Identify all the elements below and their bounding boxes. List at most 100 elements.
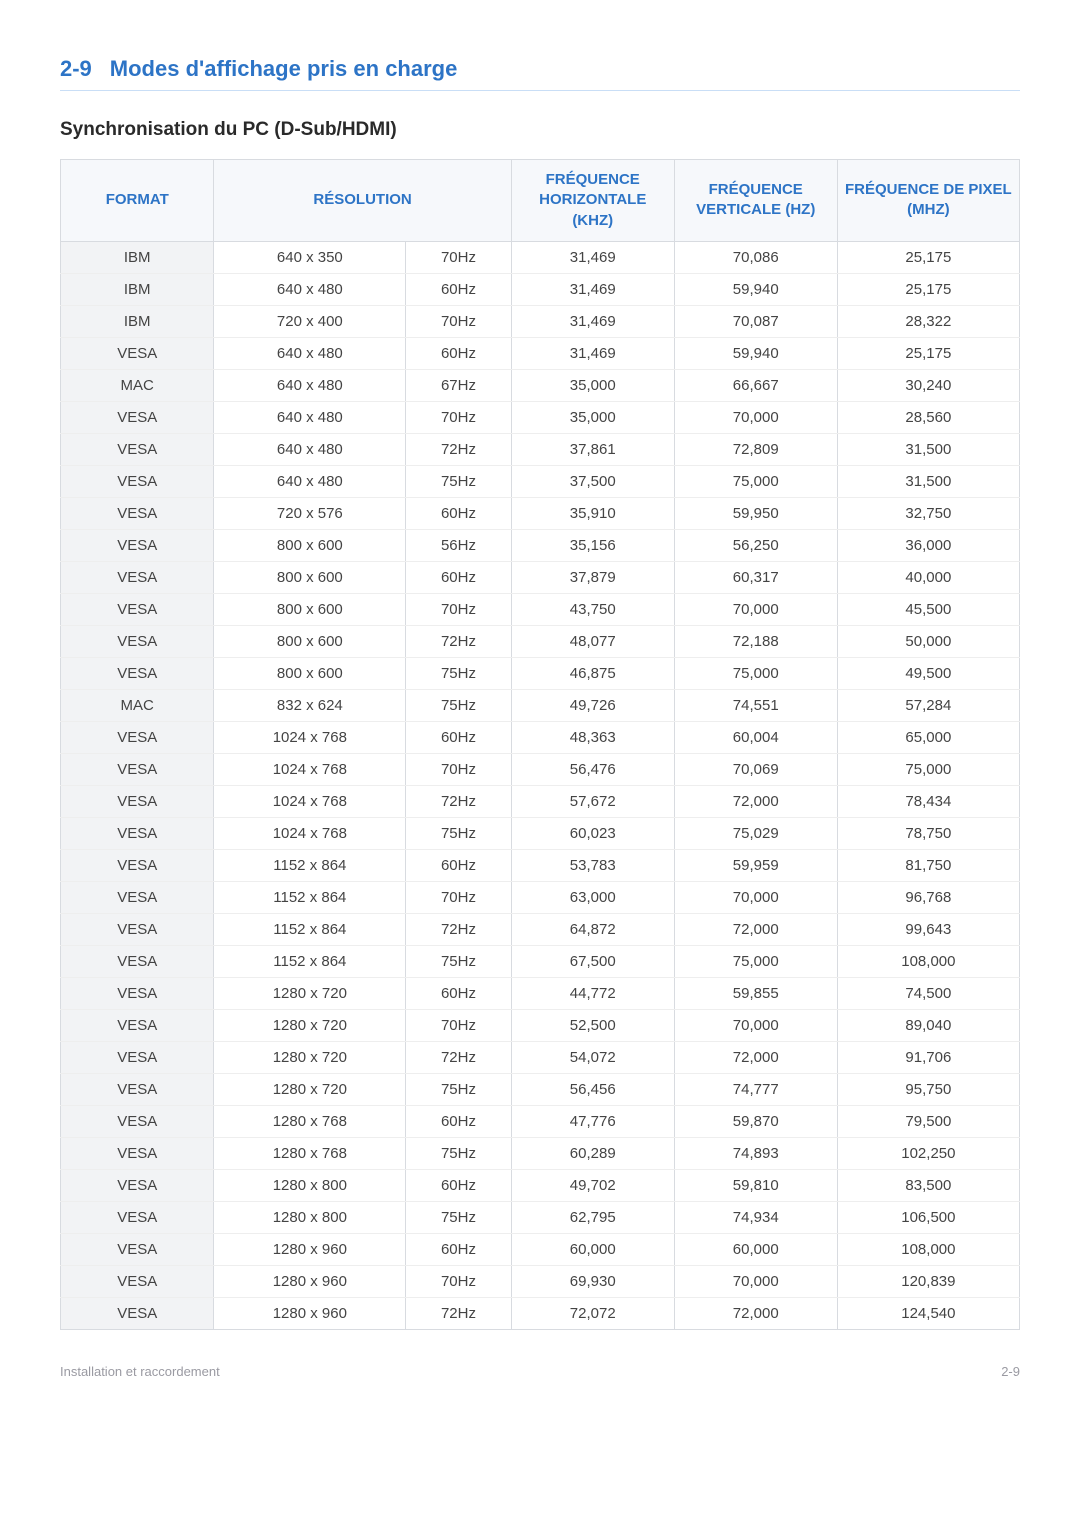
table-cell: 45,500 — [837, 593, 1019, 625]
table-cell: 1024 x 768 — [214, 721, 406, 753]
table-cell: 54,072 — [511, 1041, 674, 1073]
table-cell: 31,469 — [511, 241, 674, 273]
table-cell: VESA — [61, 1169, 214, 1201]
table-row: VESA800 x 60072Hz48,07772,18850,000 — [61, 625, 1020, 657]
table-row: VESA1024 x 76875Hz60,02375,02978,750 — [61, 817, 1020, 849]
table-row: VESA800 x 60056Hz35,15656,25036,000 — [61, 529, 1020, 561]
table-cell: 72Hz — [406, 1041, 511, 1073]
table-cell: 48,077 — [511, 625, 674, 657]
table-cell: 60,000 — [511, 1233, 674, 1265]
table-cell: 52,500 — [511, 1009, 674, 1041]
table-cell: 640 x 350 — [214, 241, 406, 273]
table-cell: 66,667 — [674, 369, 837, 401]
table-cell: 83,500 — [837, 1169, 1019, 1201]
table-cell: 75,000 — [674, 945, 837, 977]
table-cell: 70,000 — [674, 401, 837, 433]
table-cell: 60Hz — [406, 273, 511, 305]
table-cell: 60,004 — [674, 721, 837, 753]
table-cell: 800 x 600 — [214, 529, 406, 561]
table-cell: 1280 x 800 — [214, 1169, 406, 1201]
table-cell: 70,000 — [674, 881, 837, 913]
table-cell: 81,750 — [837, 849, 1019, 881]
table-cell: VESA — [61, 561, 214, 593]
table-cell: 60Hz — [406, 977, 511, 1009]
table-cell: 25,175 — [837, 337, 1019, 369]
table-cell: 36,000 — [837, 529, 1019, 561]
table-cell: 1024 x 768 — [214, 817, 406, 849]
table-cell: 70Hz — [406, 1265, 511, 1297]
table-cell: VESA — [61, 401, 214, 433]
table-cell: 46,875 — [511, 657, 674, 689]
table-row: VESA1024 x 76870Hz56,47670,06975,000 — [61, 753, 1020, 785]
table-cell: 59,940 — [674, 273, 837, 305]
table-cell: 59,855 — [674, 977, 837, 1009]
table-cell: 57,284 — [837, 689, 1019, 721]
table-cell: 32,750 — [837, 497, 1019, 529]
table-cell: 70,086 — [674, 241, 837, 273]
table-row: VESA1024 x 76872Hz57,67272,00078,434 — [61, 785, 1020, 817]
table-cell: 28,322 — [837, 305, 1019, 337]
table-cell: 124,540 — [837, 1297, 1019, 1329]
table-row: VESA1152 x 86472Hz64,87272,00099,643 — [61, 913, 1020, 945]
table-cell: VESA — [61, 1041, 214, 1073]
table-cell: 70Hz — [406, 881, 511, 913]
table-cell: 43,750 — [511, 593, 674, 625]
table-cell: 75Hz — [406, 817, 511, 849]
table-cell: 70Hz — [406, 593, 511, 625]
table-cell: 108,000 — [837, 1233, 1019, 1265]
table-cell: VESA — [61, 529, 214, 561]
table-cell: VESA — [61, 977, 214, 1009]
table-row: VESA1280 x 72075Hz56,45674,77795,750 — [61, 1073, 1020, 1105]
table-cell: 74,893 — [674, 1137, 837, 1169]
col-vfreq: FRÉQUENCE VERTICALE (HZ) — [674, 160, 837, 242]
table-cell: 1280 x 768 — [214, 1137, 406, 1169]
table-cell: VESA — [61, 497, 214, 529]
table-cell: VESA — [61, 945, 214, 977]
table-cell: 56Hz — [406, 529, 511, 561]
table-cell: VESA — [61, 817, 214, 849]
table-cell: 102,250 — [837, 1137, 1019, 1169]
table-cell: 60,317 — [674, 561, 837, 593]
table-cell: 99,643 — [837, 913, 1019, 945]
table-cell: 75Hz — [406, 657, 511, 689]
table-cell: 31,469 — [511, 305, 674, 337]
table-header-row: FORMAT RÉSOLUTION FRÉQUENCE HORIZONTALE … — [61, 160, 1020, 242]
table-cell: VESA — [61, 753, 214, 785]
table-row: IBM640 x 48060Hz31,46959,94025,175 — [61, 273, 1020, 305]
table-row: IBM640 x 35070Hz31,46970,08625,175 — [61, 241, 1020, 273]
table-cell: 108,000 — [837, 945, 1019, 977]
table-row: VESA1280 x 96070Hz69,93070,000120,839 — [61, 1265, 1020, 1297]
table-cell: 640 x 480 — [214, 465, 406, 497]
table-cell: 74,777 — [674, 1073, 837, 1105]
table-cell: 640 x 480 — [214, 401, 406, 433]
table-row: VESA720 x 57660Hz35,91059,95032,750 — [61, 497, 1020, 529]
footer-left: Installation et raccordement — [60, 1364, 220, 1379]
table-cell: VESA — [61, 1265, 214, 1297]
table-cell: 79,500 — [837, 1105, 1019, 1137]
table-cell: 75,000 — [674, 465, 837, 497]
section-number: 2-9 — [60, 56, 92, 81]
table-cell: VESA — [61, 593, 214, 625]
table-row: VESA1152 x 86475Hz67,50075,000108,000 — [61, 945, 1020, 977]
table-cell: 70Hz — [406, 241, 511, 273]
table-cell: 49,726 — [511, 689, 674, 721]
table-cell: VESA — [61, 1073, 214, 1105]
table-cell: 640 x 480 — [214, 337, 406, 369]
table-cell: 72,188 — [674, 625, 837, 657]
table-cell: 1280 x 800 — [214, 1201, 406, 1233]
table-cell: 60Hz — [406, 1105, 511, 1137]
table-cell: 1152 x 864 — [214, 881, 406, 913]
table-cell: 70Hz — [406, 753, 511, 785]
table-cell: VESA — [61, 1201, 214, 1233]
table-cell: 1280 x 960 — [214, 1265, 406, 1297]
table-cell: 832 x 624 — [214, 689, 406, 721]
table-row: MAC640 x 48067Hz35,00066,66730,240 — [61, 369, 1020, 401]
table-row: VESA1024 x 76860Hz48,36360,00465,000 — [61, 721, 1020, 753]
table-cell: VESA — [61, 433, 214, 465]
table-cell: MAC — [61, 689, 214, 721]
table-cell: 640 x 480 — [214, 433, 406, 465]
table-cell: 60Hz — [406, 721, 511, 753]
table-cell: 25,175 — [837, 273, 1019, 305]
table-row: VESA1152 x 86470Hz63,00070,00096,768 — [61, 881, 1020, 913]
table-cell: 69,930 — [511, 1265, 674, 1297]
